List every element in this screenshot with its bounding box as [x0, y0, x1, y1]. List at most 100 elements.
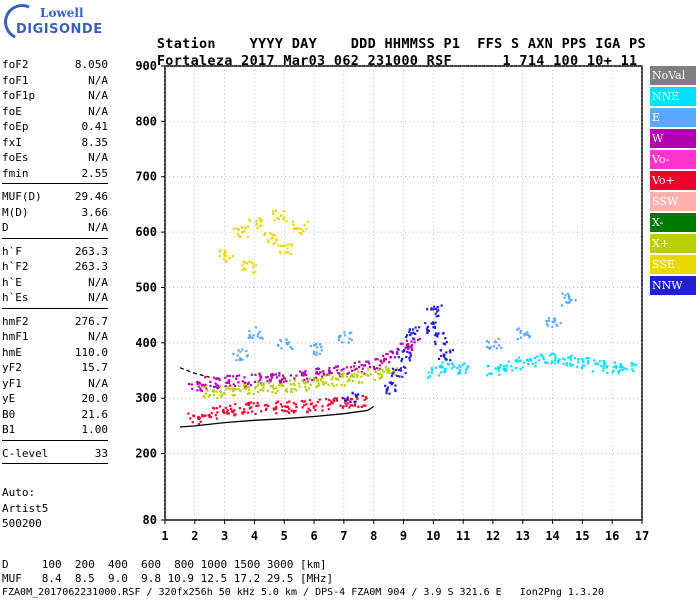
param-value: 21.6 — [81, 407, 109, 421]
data-point — [567, 296, 571, 299]
data-point — [242, 411, 245, 414]
data-point — [408, 328, 412, 331]
data-point — [596, 363, 600, 366]
val-hhmmss: 231000 — [367, 53, 419, 69]
param-key: B0 — [2, 407, 16, 421]
data-point — [381, 361, 384, 364]
data-point — [357, 370, 360, 373]
data-point — [197, 417, 200, 421]
data-point — [495, 347, 498, 350]
data-point — [202, 386, 205, 389]
data-point — [294, 227, 297, 230]
data-point — [547, 319, 551, 322]
data-point — [311, 379, 314, 382]
data-point — [249, 336, 252, 339]
y-tick-label: 600 — [135, 225, 157, 239]
data-point — [331, 401, 334, 404]
data-point — [502, 365, 506, 368]
data-point — [219, 384, 222, 388]
data-point — [248, 218, 251, 221]
data-point — [372, 366, 375, 369]
data-point — [593, 359, 596, 362]
data-point — [342, 405, 345, 408]
param-value: 15.7 — [81, 361, 109, 374]
legend-item: W — [650, 129, 696, 148]
data-point — [199, 420, 202, 423]
data-point — [322, 370, 325, 373]
data-point — [244, 226, 247, 229]
data-point — [312, 344, 316, 347]
data-point — [349, 375, 352, 378]
data-point — [260, 224, 263, 227]
data-point — [418, 337, 421, 340]
data-point — [233, 414, 236, 417]
data-point — [237, 349, 240, 352]
param-row: B1 1.00 — [2, 423, 108, 439]
param-row: yF2 15.7 — [2, 361, 108, 377]
data-point — [362, 364, 366, 367]
data-point — [288, 400, 291, 403]
data-point — [228, 256, 231, 260]
data-point — [267, 405, 270, 408]
data-point — [288, 341, 291, 344]
data-point — [261, 384, 264, 387]
data-point — [550, 360, 554, 363]
data-point — [212, 406, 215, 410]
data-point — [360, 405, 363, 408]
data-point — [569, 362, 572, 365]
data-point — [263, 404, 267, 407]
data-point — [619, 364, 623, 367]
data-point — [224, 376, 227, 379]
param-row: h`F2 263.3 — [2, 260, 108, 276]
data-point — [255, 223, 258, 227]
fit-curve — [179, 405, 375, 428]
data-point — [351, 404, 354, 407]
data-point — [255, 219, 258, 223]
param-key: MUF(D) — [2, 190, 42, 203]
hdr-pps: PPS — [561, 36, 587, 52]
data-point — [458, 364, 461, 367]
data-point — [581, 364, 584, 367]
data-point — [243, 267, 246, 270]
data-point — [243, 387, 246, 390]
data-point — [316, 379, 319, 382]
data-point — [384, 384, 387, 387]
data-point — [409, 333, 412, 337]
legend-item: X- — [650, 213, 696, 232]
data-point — [444, 367, 447, 370]
data-point — [487, 364, 490, 368]
data-point — [562, 362, 565, 365]
data-point — [433, 325, 437, 328]
param-row: yE 20.0 — [2, 392, 108, 408]
legend-item: X+ — [650, 234, 696, 253]
data-point — [309, 383, 312, 386]
data-point — [464, 371, 467, 374]
data-point — [301, 379, 304, 382]
data-point — [320, 346, 323, 349]
data-point — [625, 368, 628, 371]
data-point — [331, 382, 334, 385]
data-point — [289, 253, 293, 256]
data-point — [295, 405, 298, 409]
data-point — [255, 385, 258, 388]
data-point — [327, 369, 331, 372]
data-point — [346, 396, 349, 399]
data-point — [271, 384, 275, 387]
data-point — [313, 379, 316, 382]
data-point — [602, 360, 606, 363]
param-value: N/A — [88, 275, 108, 289]
data-point — [275, 407, 278, 410]
data-point — [494, 341, 497, 344]
data-point — [515, 366, 518, 370]
data-point — [227, 412, 230, 415]
data-point — [391, 367, 395, 370]
data-point — [465, 368, 468, 371]
data-point — [341, 341, 344, 344]
data-point — [602, 366, 605, 370]
hdr-day: DAY — [291, 36, 318, 52]
param-row: hmF2 276.7 — [2, 315, 108, 331]
data-point — [381, 376, 384, 379]
data-point — [351, 369, 354, 372]
data-point — [585, 357, 588, 360]
data-point — [556, 324, 559, 327]
